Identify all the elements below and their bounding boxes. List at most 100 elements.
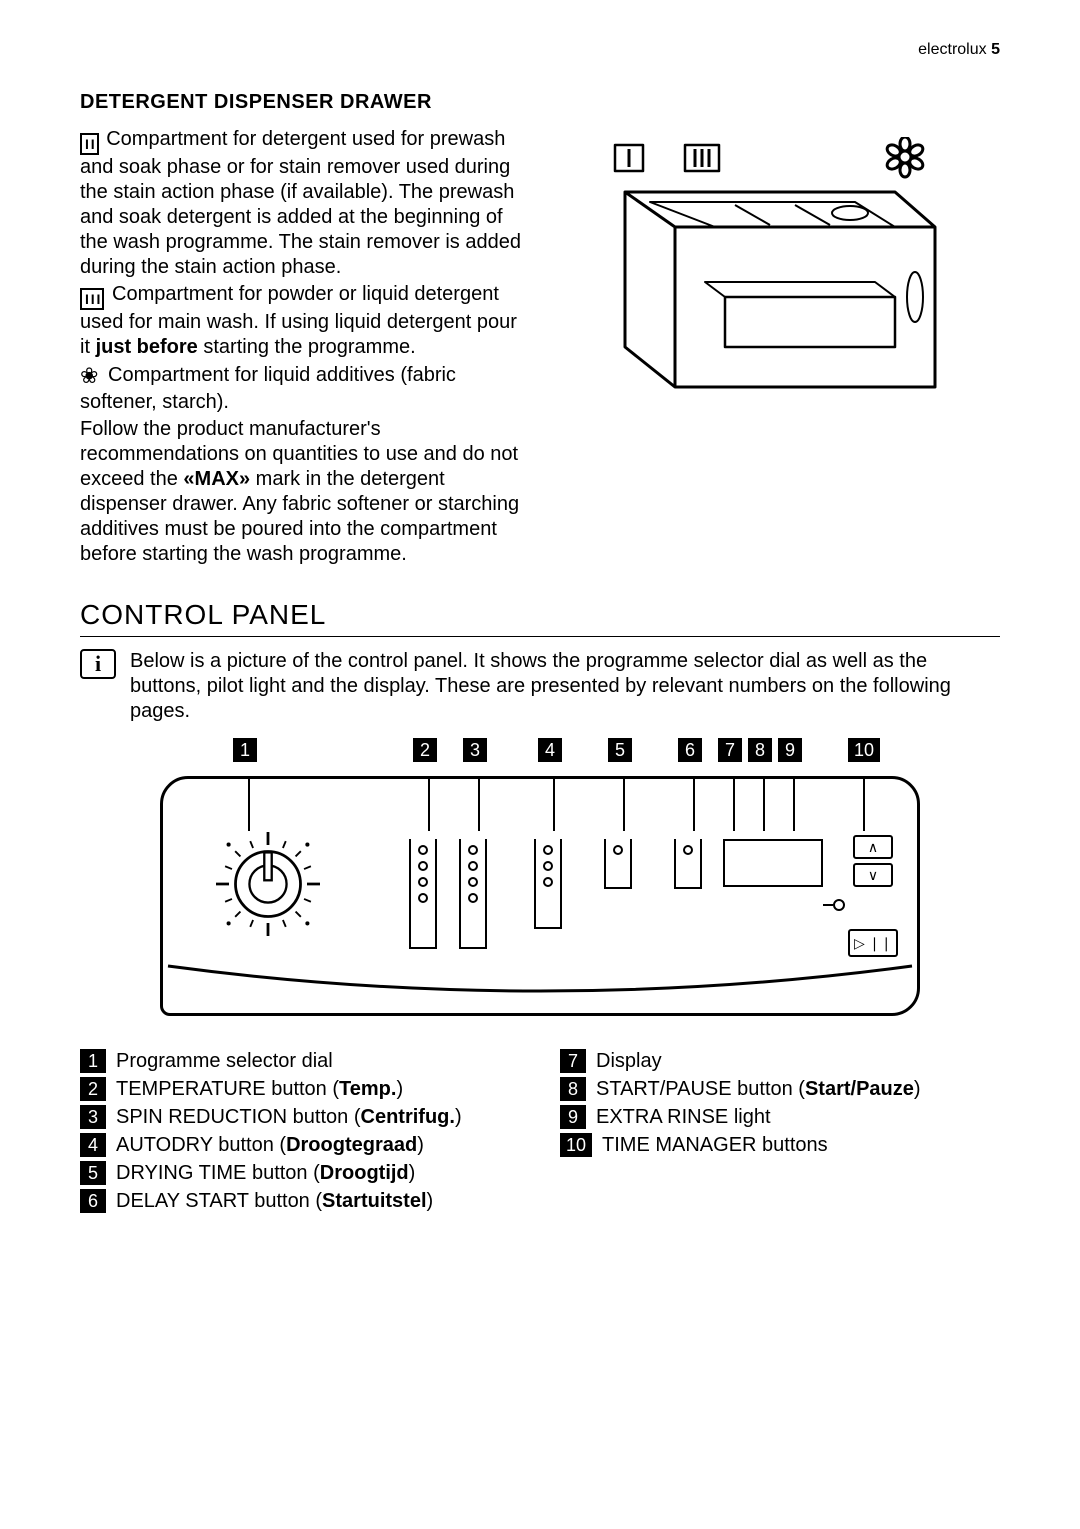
detergent-text: I I Compartment for detergent used for p…	[80, 127, 530, 569]
control-panel-title: CONTROL PANEL	[80, 597, 1000, 632]
page-header: electrolux 5	[80, 40, 1000, 60]
button-column	[409, 839, 437, 949]
start-pause-icon: ▷ ❘❘	[848, 929, 898, 957]
legend-text: DELAY START button (Startuitstel)	[116, 1189, 433, 1214]
legend-text: Display	[596, 1049, 662, 1074]
selector-dial-icon	[203, 819, 333, 949]
leader-line	[428, 776, 430, 831]
button-column	[459, 839, 487, 949]
diagram-label-8: 8	[748, 738, 772, 763]
indicator-dot	[418, 861, 428, 871]
leader-line	[793, 776, 795, 831]
legend-left: 1 Programme selector dial 2 TEMPERATURE but…	[80, 1046, 520, 1217]
indicator-dot	[543, 845, 553, 855]
indicator-dot	[613, 845, 623, 855]
indicator-dot	[468, 877, 478, 887]
time-manager-keypad: ∧∨	[853, 835, 893, 891]
diagram-label-5: 5	[608, 738, 632, 763]
legend-text: AUTODRY button (Droogtegraad)	[116, 1133, 424, 1158]
leader-line	[863, 776, 865, 831]
legend-number: 7	[560, 1049, 586, 1073]
detergent-p2c: starting the programme.	[198, 336, 416, 358]
legend-item: 9 EXTRA RINSE light	[560, 1105, 1000, 1130]
extra-rinse-light-icon	[833, 899, 845, 911]
leader-line	[693, 776, 695, 831]
control-panel-intro: Below is a picture of the control panel.…	[130, 649, 1000, 724]
legend-item: 2 TEMPERATURE button (Temp.)	[80, 1077, 520, 1102]
compartment1-icon: I I	[80, 133, 99, 155]
info-row: i Below is a picture of the control pane…	[80, 649, 1000, 724]
leader-line	[248, 776, 250, 831]
legend-item: 4 AUTODRY button (Droogtegraad)	[80, 1133, 520, 1158]
detergent-section: I I Compartment for detergent used for p…	[80, 127, 1000, 569]
legend-number: 1	[80, 1049, 106, 1073]
diagram-label-10: 10	[848, 738, 880, 763]
diagram-label-6: 6	[678, 738, 702, 763]
brand-label: electrolux	[918, 41, 986, 58]
info-icon: i	[80, 649, 116, 679]
legend-item: 7 Display	[560, 1049, 1000, 1074]
legend-item: 3 SPIN REDUCTION button (Centrifug.)	[80, 1105, 520, 1130]
legend-text: TEMPERATURE button (Temp.)	[116, 1077, 403, 1102]
button-column	[534, 839, 562, 929]
legend-number: 6	[80, 1189, 106, 1213]
indicator-dot	[683, 845, 693, 855]
chevron-up-icon: ∧	[853, 835, 893, 859]
legend-item: 5 DRYING TIME button (Droogtijd)	[80, 1161, 520, 1186]
button-column	[604, 839, 632, 889]
detergent-title: DETERGENT DISPENSER DRAWER	[80, 90, 1000, 115]
legend-text: START/PAUSE button (Start/Pauze)	[596, 1077, 921, 1102]
indicator-dot	[543, 861, 553, 871]
diagram-label-7: 7	[718, 738, 742, 763]
legend-item: 10 TIME MANAGER buttons	[560, 1133, 1000, 1158]
panel-curve	[160, 958, 920, 1018]
button-column	[674, 839, 702, 889]
legend-text: TIME MANAGER buttons	[602, 1133, 828, 1158]
legend-number: 2	[80, 1077, 106, 1101]
detergent-p2b: just before	[96, 336, 198, 358]
indicator-dot	[543, 877, 553, 887]
legend-text: SPIN REDUCTION button (Centrifug.)	[116, 1105, 462, 1130]
leader-line	[623, 776, 625, 831]
detergent-p3: Compartment for liquid additives (fabric…	[80, 364, 456, 413]
legend-item: 1 Programme selector dial	[80, 1049, 520, 1074]
indicator-dot	[418, 845, 428, 855]
indicator-dot	[418, 877, 428, 887]
leader-line	[553, 776, 555, 831]
indicator-dot	[418, 893, 428, 903]
drawer-illustration	[550, 127, 1000, 569]
diagram-label-4: 4	[538, 738, 562, 763]
legend-number: 10	[560, 1133, 592, 1157]
detergent-p1: Compartment for detergent used for prewa…	[80, 128, 521, 278]
leader-line	[763, 776, 765, 831]
legend-number: 8	[560, 1077, 586, 1101]
detergent-p4b: «MAX»	[183, 468, 250, 490]
leader-line	[478, 776, 480, 831]
indicator-dot	[468, 893, 478, 903]
legend-item: 6 DELAY START button (Startuitstel)	[80, 1189, 520, 1214]
legend-number: 9	[560, 1105, 586, 1129]
indicator-dot	[468, 845, 478, 855]
flower-icon: ❀	[80, 362, 98, 390]
diagram-label-1: 1	[233, 738, 257, 763]
legend-text: EXTRA RINSE light	[596, 1105, 771, 1130]
control-panel-diagram: 1 2 3 4 5 6789 10 ∧∨ ▷ ❘❘	[160, 738, 920, 1016]
indicator-dot	[468, 861, 478, 871]
legend-right: 7 Display 8 START/PAUSE button (Start/Pauze…	[560, 1046, 1000, 1217]
page-number: 5	[991, 41, 1000, 58]
diagram-label-3: 3	[463, 738, 487, 763]
legend: 1 Programme selector dial 2 TEMPERATURE but…	[80, 1046, 1000, 1217]
legend-number: 3	[80, 1105, 106, 1129]
legend-text: Programme selector dial	[116, 1049, 333, 1074]
compartment2-icon: I I I	[80, 288, 104, 310]
divider	[80, 636, 1000, 637]
drawer-svg	[595, 137, 955, 417]
legend-number: 4	[80, 1133, 106, 1157]
legend-text: DRYING TIME button (Droogtijd)	[116, 1161, 415, 1186]
legend-item: 8 START/PAUSE button (Start/Pauze)	[560, 1077, 1000, 1102]
legend-number: 5	[80, 1161, 106, 1185]
diagram-label-9: 9	[778, 738, 802, 763]
leader-line	[733, 776, 735, 831]
diagram-label-2: 2	[413, 738, 437, 763]
display-icon	[723, 839, 823, 887]
